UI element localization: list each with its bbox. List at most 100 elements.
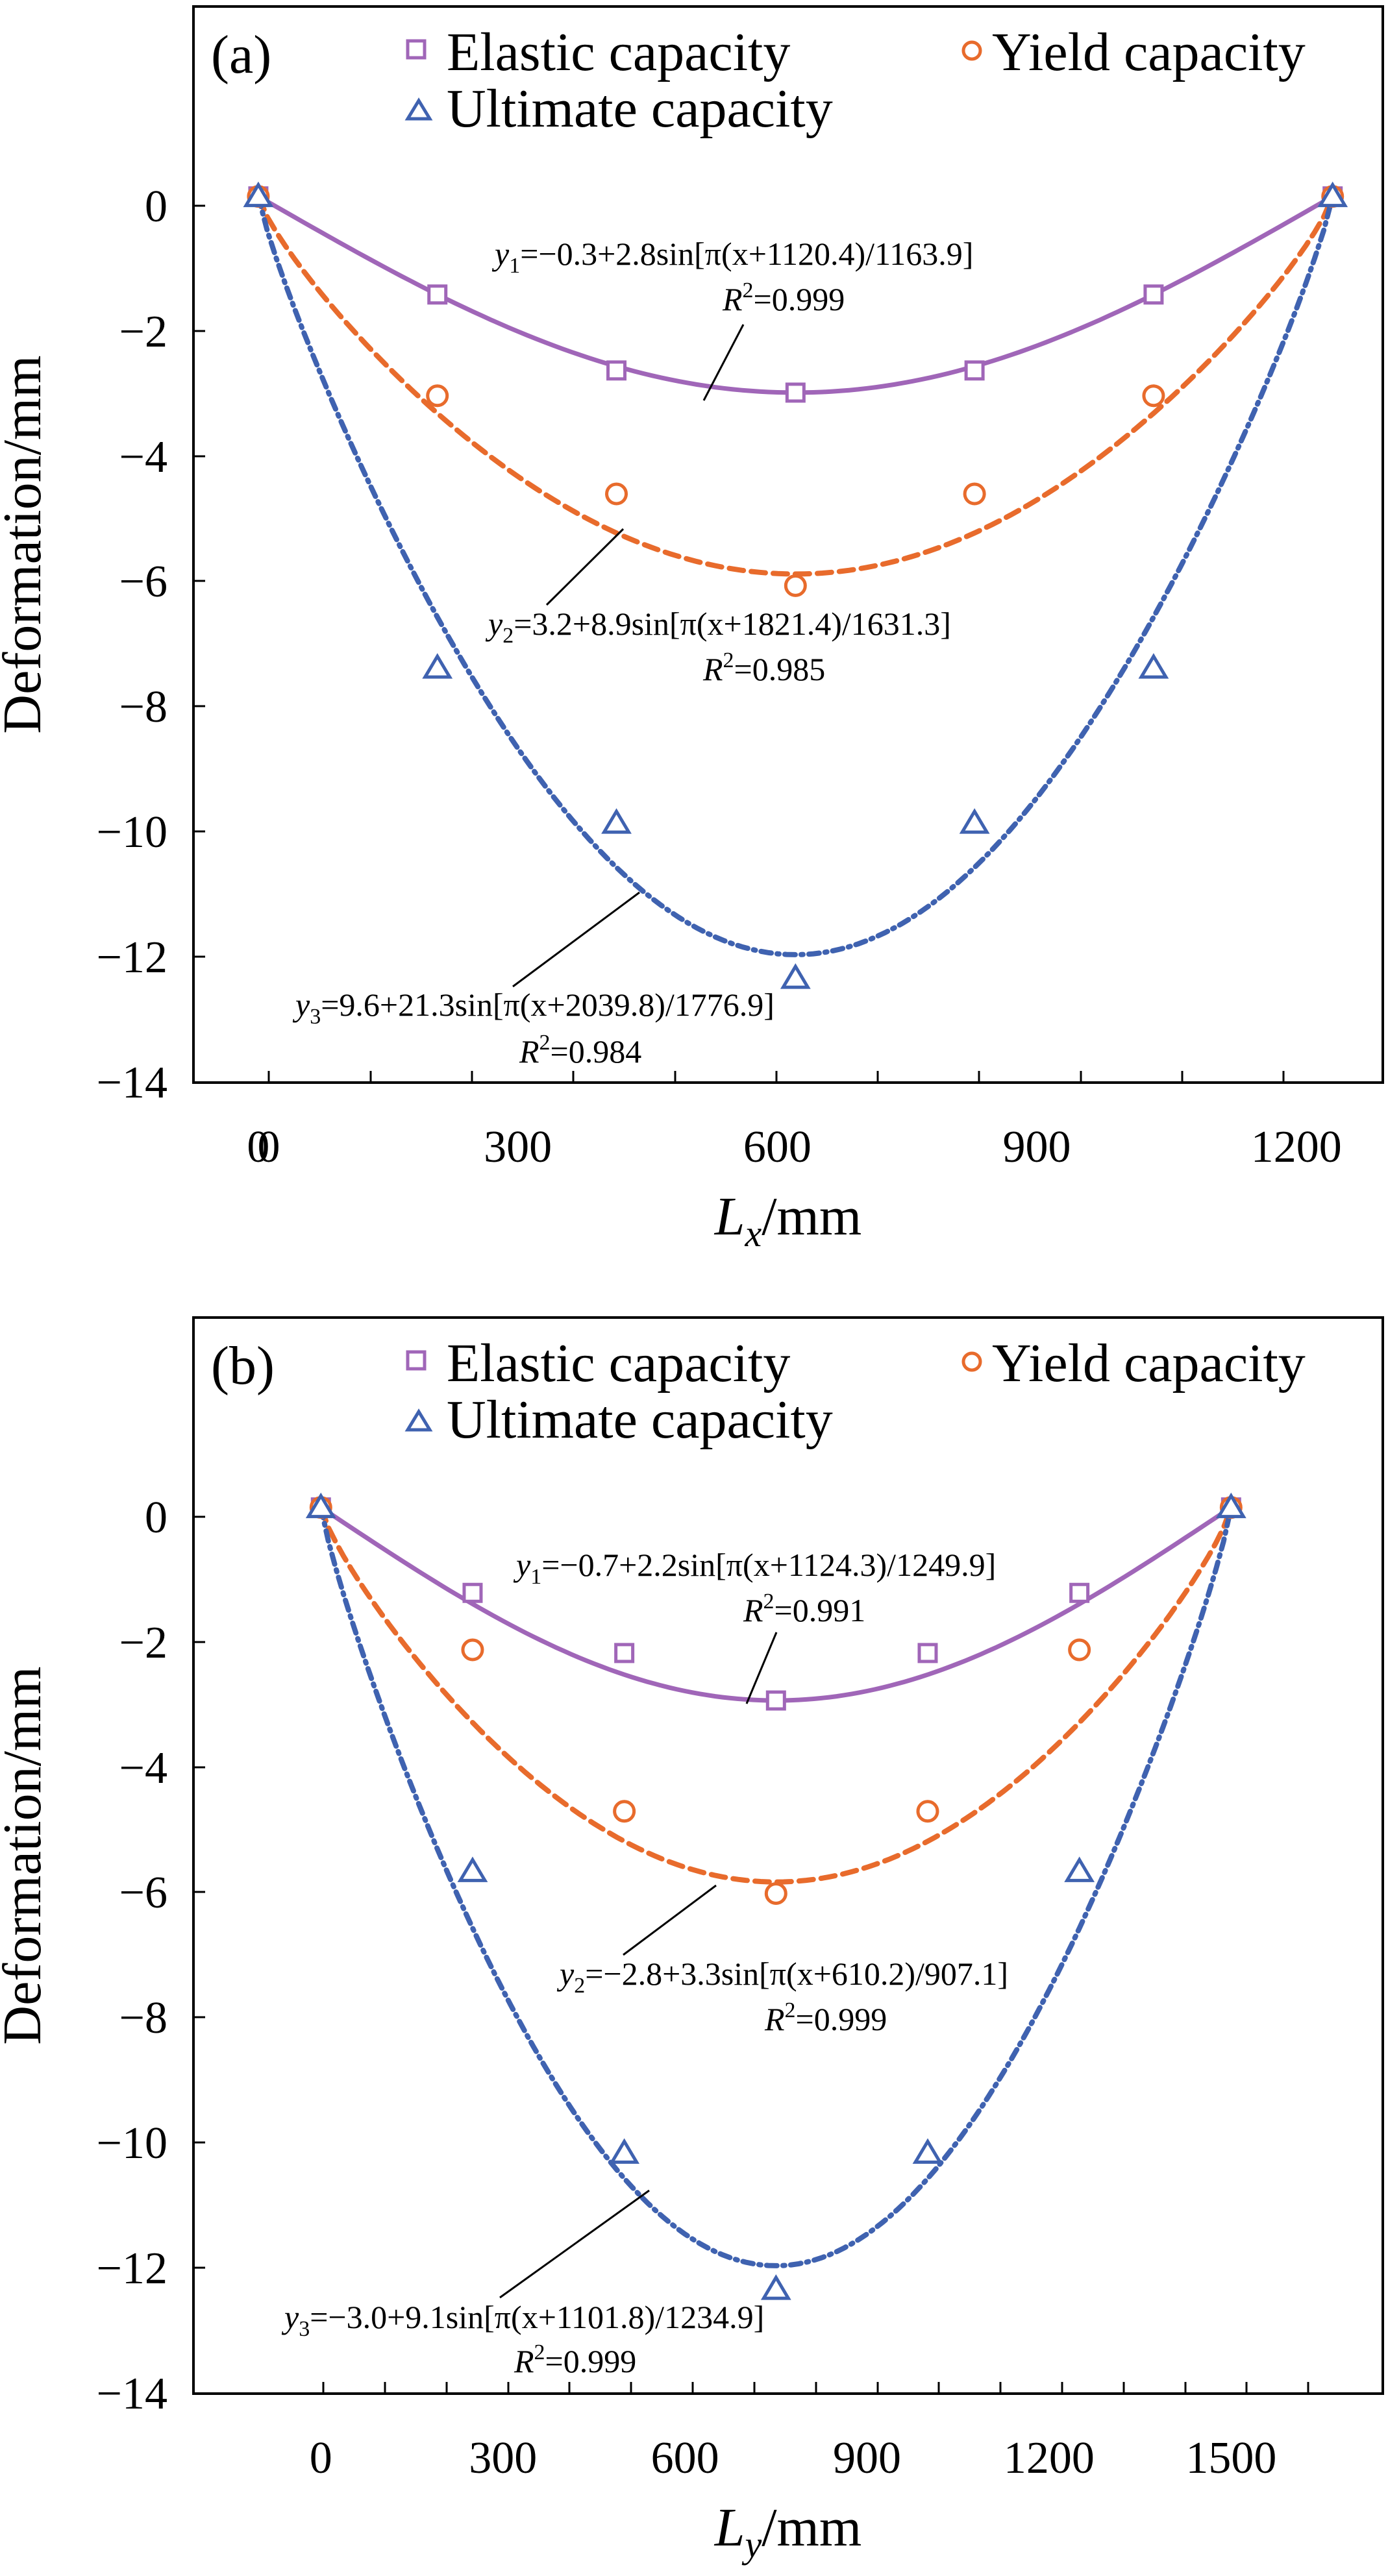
equation-3-leader [499,2189,650,2299]
data-point-yield-capacity [764,1882,787,1906]
x-tick-label: 900 [1003,1122,1071,1172]
x-tick-labels: 0 300 600 900 1200 [247,1122,1341,1172]
data-point-elastic-capacity [1069,1582,1090,1603]
x-tick-labels: 0 300 600 900 1200 1500 [310,2433,1277,2483]
legend-label-yield: Yield capacity [992,1333,1306,1393]
data-point-yield-capacity [963,482,986,506]
data-point-ultimate-capacity [601,808,632,834]
x-tick-label: 900 [833,2433,901,2483]
equation-annotations: y1=−0.3+2.8sin[π(x+1120.4)/1163.9] R2=0.… [292,236,973,1070]
data-markers [305,1492,1246,2300]
y-tick-label: −2 [119,1618,167,1668]
r2-3: R2=0.984 [519,1031,641,1070]
fit-curve-ultimate-capacity [318,1504,1234,2268]
data-point-yield-capacity [461,1638,484,1662]
panel-b: (b) Elastic capacity Yield capacity Ulti… [0,1316,1384,2566]
data-point-elastic-capacity [606,360,627,381]
data-point-elastic-capacity [427,284,448,305]
data-point-ultimate-capacity [959,808,990,834]
legend-marker-ultimate [404,97,433,121]
data-point-yield-capacity [605,482,628,506]
data-point-elastic-capacity [765,1690,786,1711]
y-tick-label: −10 [97,2118,167,2168]
equation-2-leader [545,528,625,606]
x-tick-label: 1500 [1185,2433,1276,2483]
legend-marker-elastic [406,39,427,60]
y-tick-label: −14 [97,1058,167,1108]
y-tick-label: −14 [97,2369,167,2419]
legend: Elastic capacity Yield capacity Ultimate… [404,1333,1306,1450]
equation-2: y2=−2.8+3.3sin[π(x+610.2)/907.1] [556,1956,1008,1998]
equation-annotations: y1=−0.7+2.2sin[π(x+1124.3)/1249.9] R2=0.… [281,1547,1008,2379]
x-tick-labels: 0 300 [258,1122,280,1172]
data-point-ultimate-capacity [305,1492,336,1519]
legend-marker-ultimate [404,1408,433,1432]
legend-label-elastic: Elastic capacity [447,1333,790,1393]
equation-1-leader [702,324,745,401]
legend-marker-yield [961,40,982,61]
panel-label: (b) [211,1336,275,1396]
data-point-ultimate-capacity [1064,1856,1095,1882]
x-axis-title-sub: y [741,2523,762,2566]
legend-label-yield: Yield capacity [992,22,1306,82]
equation-1: y1=−0.3+2.8sin[π(x+1120.4)/1163.9] [491,236,973,278]
x-tick-label: 1200 [1004,2433,1095,2483]
y-tick-label: 0 [145,182,167,232]
x-axis-ticks [322,2382,1309,2394]
fit-curve-yield-capacity [318,1504,1234,1885]
x-tick-label: 0 [310,2433,332,2483]
r2-2: R2=0.999 [764,1998,887,2037]
data-point-elastic-capacity [462,1582,483,1603]
data-point-ultimate-capacity [609,2138,640,2164]
data-point-ultimate-capacity [780,963,811,989]
x-tick-label: 1200 [1251,1122,1342,1172]
r2-1: R2=0.991 [743,1589,865,1628]
x-axis-title-unit: /mm [762,2497,861,2558]
equation-3: y3=−3.0+9.1sin[π(x+1101.8)/1234.9] [281,2299,764,2341]
data-point-ultimate-capacity [1138,653,1169,679]
y-tick-labels: 0 −2 −4 −6 −8 −10 −12 −14 [97,1493,167,2419]
y-tick-label: −8 [119,682,167,732]
y-axis-title: Deformation/mm [0,1666,53,2044]
x-axis-title-var: L [714,1186,745,1247]
equation-1-leader [745,1632,778,1704]
y-tick-label: −4 [119,1743,167,1793]
x-tick-label: 0 [258,1122,280,1172]
equation-2: y2=3.2+8.9sin[π(x+1821.4)/1631.3] [485,606,951,648]
x-tick-label: 600 [651,2433,719,2483]
r2-2: R2=0.985 [702,648,825,687]
data-point-ultimate-capacity [760,2274,791,2300]
equation-2-leader [623,1884,717,1956]
y-tick-label: −10 [97,807,167,857]
y-tick-label: −4 [119,432,167,482]
equation-3: y3=9.6+21.3sin[π(x+2039.8)/1776.9] [292,987,775,1029]
legend: Elastic capacity Yield capacity Ultimate… [404,22,1306,139]
data-point-ultimate-capacity [243,181,274,208]
legend-label-ultimate: Ultimate capacity [447,1390,833,1450]
x-axis-title-var: L [714,2497,745,2558]
r2-1: R2=0.999 [722,278,845,317]
x-axis-ticks [267,1071,1285,1083]
x-tick-label: 300 [484,1122,552,1172]
x-tick-label: 300 [469,2433,537,2483]
data-point-yield-capacity [426,384,449,408]
x-tick-label: 600 [743,1122,812,1172]
data-point-elastic-capacity [785,382,806,403]
y-tick-label: 0 [145,1493,167,1543]
data-point-yield-capacity [1142,384,1165,408]
legend-marker-yield [961,1351,982,1372]
y-axis-ticks [193,204,205,958]
x-axis-title: Ly/mm [714,2497,861,2566]
data-point-elastic-capacity [614,1643,635,1663]
legend-marker-elastic [406,1350,427,1371]
plot-frame [192,1316,1384,2395]
data-markers [243,181,1348,989]
fit-curve-ultimate-capacity [255,193,1335,957]
panel-label: (a) [211,25,271,85]
y-axis-title: Deformation/mm [0,355,53,733]
y-tick-label: −8 [119,1993,167,2043]
data-point-yield-capacity [916,1800,939,1823]
x-axis-title-unit: /mm [762,1186,861,1247]
equation-1: y1=−0.7+2.2sin[π(x+1124.3)/1249.9] [513,1547,996,1589]
